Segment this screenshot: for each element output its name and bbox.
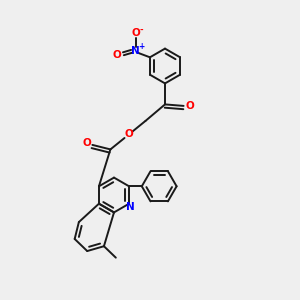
Text: +: +: [138, 42, 144, 51]
Text: O: O: [113, 50, 122, 60]
Text: O: O: [124, 129, 134, 140]
Text: N: N: [126, 202, 135, 212]
Text: O: O: [185, 101, 194, 111]
Text: O: O: [131, 28, 140, 38]
Text: -: -: [140, 26, 143, 34]
Text: N: N: [131, 46, 140, 56]
Text: O: O: [82, 138, 91, 148]
